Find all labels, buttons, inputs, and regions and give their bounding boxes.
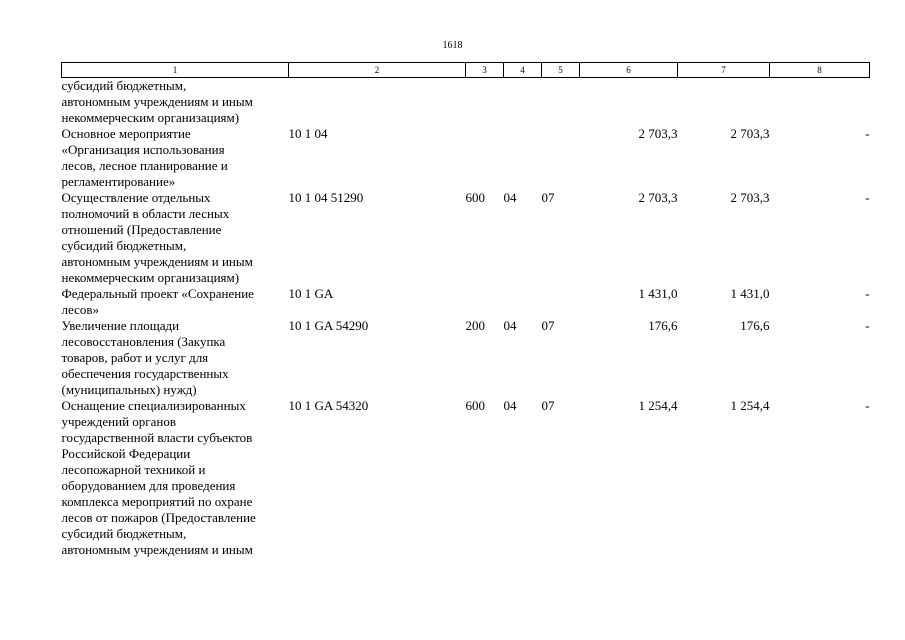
row-col-3 <box>466 286 504 318</box>
row-col-3: 600 <box>465 190 486 205</box>
column-header-5: 5 <box>541 62 580 78</box>
row-col-5: 07 <box>541 318 555 333</box>
row-col-4: 04 <box>503 318 517 333</box>
row-col-6: 1 254,4 <box>638 398 678 413</box>
row-col-4: 04 <box>503 190 517 205</box>
column-header-3: 3 <box>465 62 504 78</box>
column-header-2: 2 <box>288 62 466 78</box>
row-name: Осуществление отдельных полномочий в обл… <box>61 190 253 285</box>
row-name: Федеральный проект «Сохранение лесов» <box>61 286 254 317</box>
row-col-8: - <box>865 190 870 205</box>
row-col-5 <box>542 286 580 318</box>
row-col-8: - <box>865 286 870 301</box>
row-col-3: 600 <box>465 398 486 413</box>
row-name: Увеличение площади лесовосстановления (З… <box>61 318 229 397</box>
row-name: субсидий бюджетным, автономным учреждени… <box>61 78 253 125</box>
column-header-6: 6 <box>579 62 678 78</box>
row-code: 10 1 04 <box>288 126 328 141</box>
row-code: 10 1 GA 54320 <box>288 398 369 413</box>
row-col-4: 04 <box>503 398 517 413</box>
row-col-6 <box>580 78 678 127</box>
row-name: Оснащение специализированных учреждений … <box>61 398 256 557</box>
row-col-8: - <box>865 318 870 333</box>
row-col-5 <box>542 126 580 190</box>
row-col-3 <box>466 78 504 127</box>
row-col-4 <box>504 286 542 318</box>
row-col-8: - <box>865 126 870 141</box>
row-col-7: 1 431,0 <box>730 286 770 301</box>
column-header-4: 4 <box>503 62 542 78</box>
row-code: 10 1 GA 54290 <box>288 318 369 333</box>
table-row: Оснащение специализированных учреждений … <box>62 398 870 558</box>
table-row: Осуществление отдельных полномочий в обл… <box>62 190 870 286</box>
row-col-6: 176,6 <box>648 318 678 333</box>
column-header-7: 7 <box>677 62 770 78</box>
row-col-7 <box>678 78 770 127</box>
row-col-8: - <box>865 398 870 413</box>
page-number: 1618 <box>442 40 463 51</box>
column-number-header: 1 2 3 4 5 6 7 8 <box>61 62 870 78</box>
row-col-3 <box>466 126 504 190</box>
row-col-7: 1 254,4 <box>730 398 770 413</box>
row-code <box>289 78 466 127</box>
table-row: Увеличение площади лесовосстановления (З… <box>62 318 870 398</box>
row-col-4 <box>504 78 542 127</box>
row-col-5 <box>542 78 580 127</box>
row-col-6: 2 703,3 <box>638 126 678 141</box>
column-header-1: 1 <box>61 62 289 78</box>
row-col-7: 2 703,3 <box>730 190 770 205</box>
row-col-3: 200 <box>465 318 486 333</box>
table-row: Федеральный проект «Сохранение лесов» 10… <box>62 286 870 318</box>
row-col-6: 2 703,3 <box>638 190 678 205</box>
table-row: Основное мероприятие «Организация исполь… <box>62 126 870 190</box>
row-name: Основное мероприятие «Организация исполь… <box>61 126 228 189</box>
row-col-7: 176,6 <box>740 318 770 333</box>
table-row: субсидий бюджетным, автономным учреждени… <box>62 78 870 127</box>
row-col-6: 1 431,0 <box>638 286 678 301</box>
row-code: 10 1 GA <box>288 286 334 301</box>
budget-table: 1 2 3 4 5 6 7 8 субсидий бюджетным, авто… <box>61 62 870 558</box>
row-col-4 <box>504 126 542 190</box>
row-col-5: 07 <box>541 398 555 413</box>
row-col-7: 2 703,3 <box>730 126 770 141</box>
column-header-8: 8 <box>769 62 870 78</box>
row-code: 10 1 04 51290 <box>288 190 364 205</box>
row-col-8 <box>770 78 870 127</box>
row-col-5: 07 <box>541 190 555 205</box>
